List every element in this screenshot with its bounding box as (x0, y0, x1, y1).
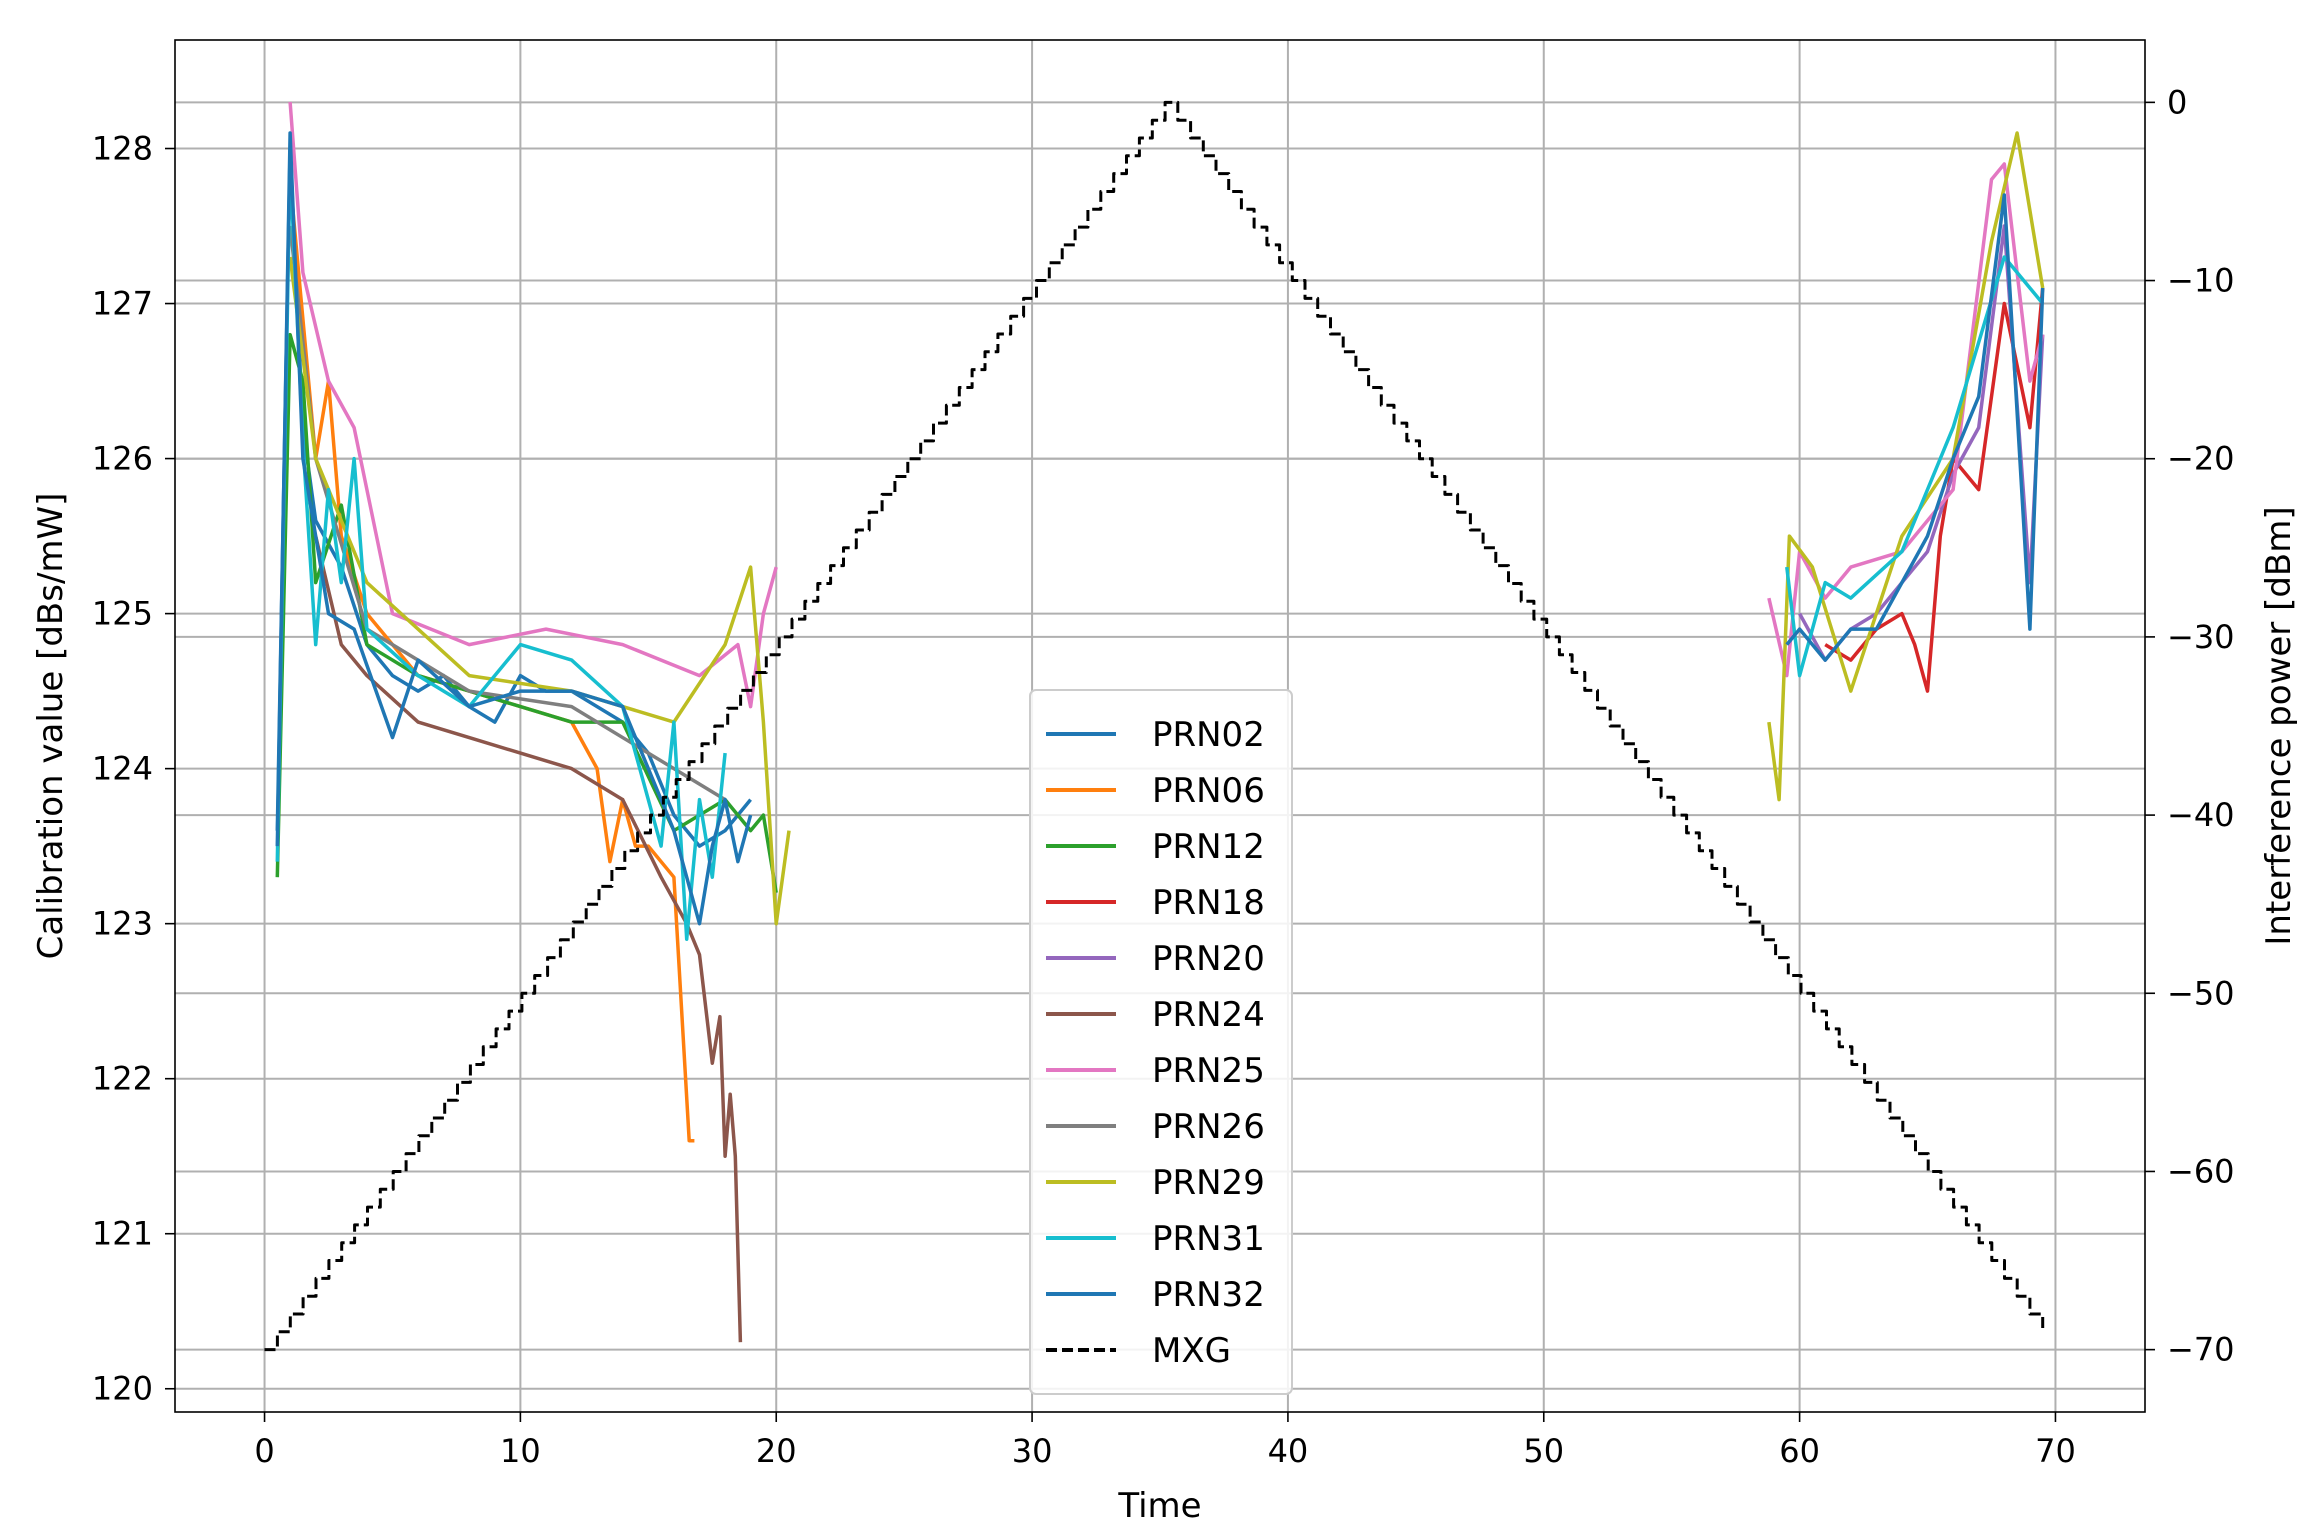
legend-label-prn18: PRN18 (1152, 883, 1265, 923)
x-tick-label: 70 (2035, 1432, 2076, 1470)
legend-box (1029, 689, 1293, 1395)
x-tick-label: 20 (756, 1432, 797, 1470)
y2-tick-label: −30 (2167, 618, 2235, 656)
y-tick-label: 121 (92, 1215, 153, 1253)
y2-axis-label: Interference power [dBm] (2259, 506, 2299, 945)
x-tick-label: 40 (1268, 1432, 1309, 1470)
plot-frame (174, 39, 2146, 1413)
legend-label-prn31: PRN31 (1152, 1219, 1265, 1259)
y-tick-label: 127 (92, 285, 153, 323)
y2-tick-label: −60 (2167, 1152, 2235, 1190)
series-line-prn32 (275, 131, 2045, 926)
legend-label-prn06: PRN06 (1152, 771, 1265, 811)
y2-tick-label: 0 (2167, 83, 2187, 121)
y-tick-label: 123 (92, 905, 153, 943)
legend-label-mxg: MXG (1152, 1331, 1231, 1371)
legend-label-prn29: PRN29 (1152, 1163, 1265, 1203)
x-axis-label: Time (1117, 1486, 1201, 1526)
x-tick-label: 60 (1779, 1432, 1820, 1470)
y2-tick-label: −40 (2167, 796, 2235, 834)
legend-label-prn26: PRN26 (1152, 1107, 1265, 1147)
y-tick-label: 125 (92, 595, 153, 633)
y2-tick-label: −20 (2167, 440, 2235, 478)
y-tick-label: 126 (92, 440, 153, 478)
y-tick-label: 122 (92, 1060, 153, 1098)
legend-label-prn02: PRN02 (1152, 715, 1265, 755)
y2-tick-label: −50 (2167, 974, 2235, 1012)
legend-label-prn25: PRN25 (1152, 1051, 1265, 1091)
legend: PRN02 PRN06 PRN12 PRN18 PRN20 PRN24 PRN25 PRN26… (1029, 689, 1293, 1395)
y2-tick-label: −10 (2167, 262, 2235, 300)
y-axis-label: Calibration value [dBs/mW] (31, 493, 71, 960)
series-line-mxg (264, 100, 2045, 1352)
x-tick-label: 0 (254, 1432, 274, 1470)
y-tick-label: 124 (92, 750, 153, 788)
plot-area (264, 100, 2045, 1352)
legend-label-prn20: PRN20 (1152, 939, 1265, 979)
axes: 0 10 20 30 40 50 60 70 120 121 122 123 124 125 126 127 1… (92, 83, 2235, 1470)
legend-label-prn24: PRN24 (1152, 995, 1265, 1035)
y-tick-label: 128 (92, 130, 153, 168)
y-tick-label: 120 (92, 1370, 153, 1408)
y2-tick-label: −70 (2167, 1331, 2235, 1369)
series-line-prn18 (1824, 287, 2045, 693)
legend-label-prn32: PRN32 (1152, 1275, 1265, 1315)
x-tick-label: 50 (1523, 1432, 1564, 1470)
x-tick-label: 30 (1012, 1432, 1053, 1470)
x-tick-label: 10 (500, 1432, 541, 1470)
legend-label-prn12: PRN12 (1152, 827, 1265, 867)
